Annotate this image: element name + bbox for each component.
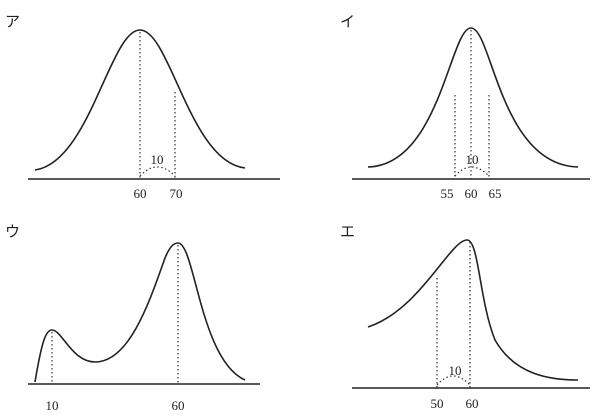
tick-label: 60 [134, 186, 147, 201]
curve [367, 239, 579, 381]
panel-a: ア 10 60 70 [5, 13, 280, 201]
span-arc [139, 166, 176, 177]
curve [34, 242, 246, 383]
tick-label: 55 [441, 186, 454, 201]
panel-label: イ [340, 13, 355, 31]
panel-e: エ 10 50 60 [340, 223, 590, 411]
tick-label: 60 [172, 398, 185, 413]
tick-label: 65 [489, 186, 502, 201]
tick-label: 60 [466, 396, 479, 411]
annotation: 10 [466, 152, 479, 167]
span-arc [454, 166, 490, 177]
panel-label: エ [340, 223, 355, 241]
tick-label: 50 [431, 396, 444, 411]
panel-i: イ 10 55 60 65 [340, 13, 590, 201]
panel-label: ウ [5, 223, 20, 241]
annotation: 10 [151, 152, 164, 167]
panel-u: ウ 10 60 [5, 223, 260, 413]
curve [367, 27, 579, 168]
annotation: 10 [449, 363, 462, 378]
tick-label: 70 [170, 186, 183, 201]
curve [34, 29, 246, 171]
tick-label: 10 [46, 398, 59, 413]
tick-label: 60 [465, 186, 478, 201]
panel-label: ア [5, 13, 20, 31]
